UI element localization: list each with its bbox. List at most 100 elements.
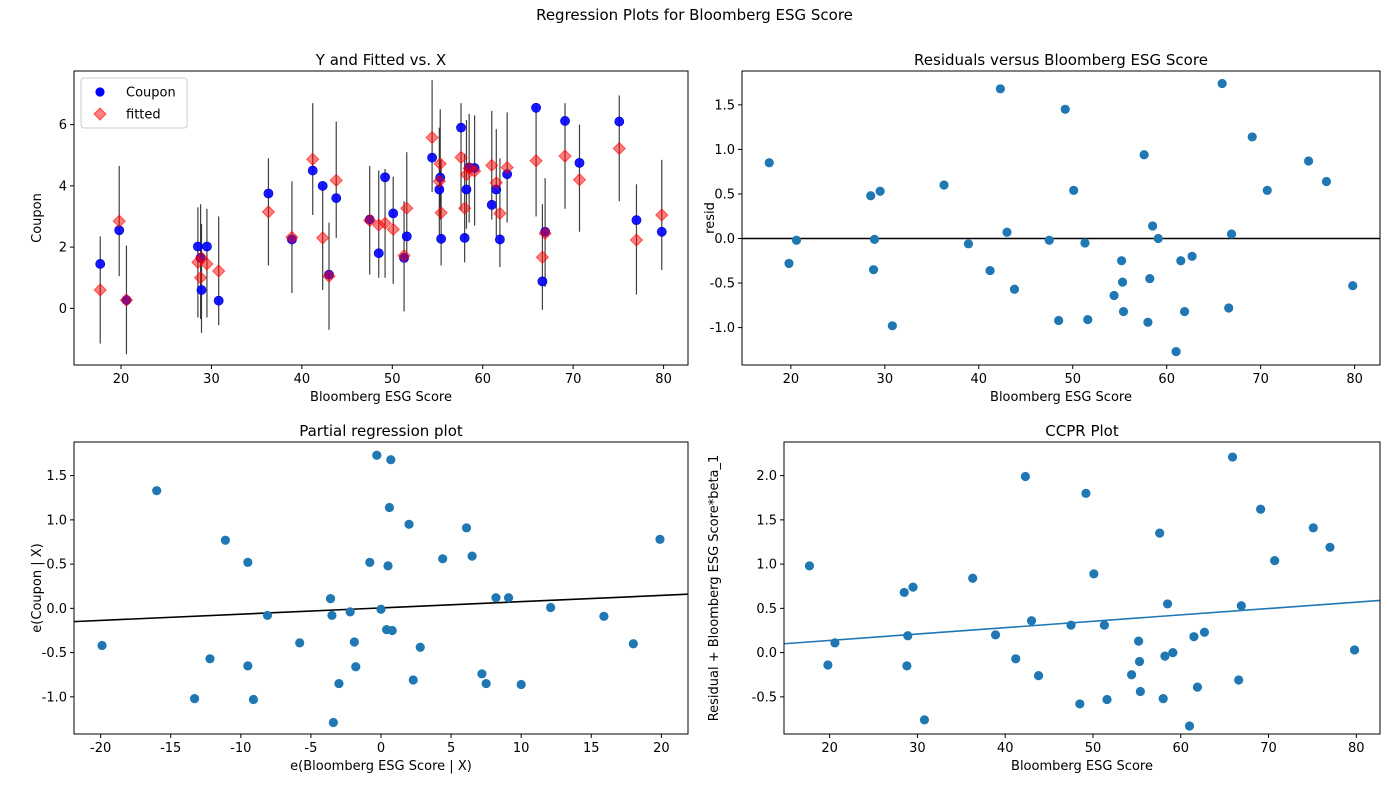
coupon-point bbox=[614, 116, 625, 127]
residual-point bbox=[1226, 229, 1237, 239]
x-tick-label: 60 bbox=[1172, 741, 1189, 756]
x-tick-label: 10 bbox=[513, 741, 530, 756]
residual-point bbox=[1080, 238, 1090, 248]
partial-point bbox=[384, 502, 395, 513]
residual-point bbox=[1118, 306, 1129, 317]
coupon-point bbox=[213, 295, 224, 306]
coupon-point bbox=[317, 180, 328, 191]
residual-point bbox=[1247, 132, 1257, 142]
partial-point bbox=[481, 678, 491, 689]
ccpr-point bbox=[1189, 632, 1199, 642]
axes-frame bbox=[741, 70, 1381, 366]
x-tick-label: 60 bbox=[1158, 372, 1175, 387]
partial-point bbox=[351, 662, 361, 672]
x-tick-label: 0 bbox=[377, 741, 385, 756]
partial-point bbox=[376, 604, 386, 614]
legend-coupon-marker bbox=[95, 87, 105, 97]
partial-point bbox=[477, 669, 487, 679]
fitted-point bbox=[655, 208, 669, 222]
partial-point bbox=[491, 593, 501, 603]
partial-point bbox=[461, 523, 472, 533]
ccpr-point bbox=[1162, 599, 1173, 609]
y-tick-label: 1.0 bbox=[46, 513, 67, 528]
y-tick-label: 1.0 bbox=[756, 558, 777, 573]
y-axis-label: resid bbox=[703, 202, 718, 234]
y-tick-label: 1.5 bbox=[46, 469, 67, 484]
ccpr-point bbox=[1160, 651, 1170, 661]
residual-point bbox=[985, 265, 995, 276]
coupon-point bbox=[461, 184, 472, 195]
ccpr-point bbox=[902, 661, 912, 671]
fitted-point bbox=[558, 149, 572, 163]
coupon-point bbox=[486, 199, 497, 210]
residual-point bbox=[868, 265, 879, 275]
coupon-point bbox=[427, 152, 437, 163]
ccpr-point bbox=[1155, 528, 1165, 538]
partial-point bbox=[628, 639, 638, 649]
y-tick-label: -0.5 bbox=[42, 646, 67, 661]
fitted-point bbox=[112, 214, 126, 228]
residual-point bbox=[1176, 256, 1186, 266]
ccpr-point bbox=[1135, 686, 1145, 697]
residual-point bbox=[1348, 281, 1358, 291]
residual-point bbox=[875, 186, 885, 196]
x-axis-label: Bloomberg ESG Score bbox=[1011, 759, 1153, 774]
x-tick-label: 80 bbox=[1348, 741, 1365, 756]
legend: Coupon fitted bbox=[80, 77, 188, 129]
ccpr-point bbox=[1349, 645, 1360, 655]
fitted-point bbox=[119, 293, 134, 307]
legend-fitted-label: fitted bbox=[126, 108, 161, 123]
fitted-point bbox=[489, 176, 504, 190]
plot-area bbox=[93, 80, 669, 355]
legend-box bbox=[80, 77, 188, 129]
coupon-point bbox=[373, 248, 384, 259]
partial-point bbox=[328, 717, 338, 728]
fitted-point bbox=[485, 158, 499, 173]
fitted-point bbox=[315, 231, 330, 245]
fitted-point bbox=[612, 141, 626, 156]
fitted-point bbox=[535, 250, 550, 264]
panel-ccpr: 20 30 40 50 60 70 80 -0.5 0.0 0.5 1.0 1.5 2.0 CCPR Pl… bbox=[707, 422, 1381, 774]
ccpr-point bbox=[823, 660, 833, 670]
fitted-point bbox=[572, 173, 587, 187]
partial-point bbox=[467, 551, 477, 561]
panel-residuals: 20 30 40 50 60 70 80 -1.0 -0.5 0.0 0.5 1.0 1.5 Residu… bbox=[703, 51, 1381, 405]
coupon-point bbox=[574, 157, 585, 168]
y-tick-label: 1.5 bbox=[756, 513, 777, 528]
coupon-point bbox=[380, 172, 390, 183]
x-tick-label: 80 bbox=[655, 372, 672, 387]
partial-point bbox=[248, 694, 259, 705]
y-tick-label: 4 bbox=[59, 179, 67, 194]
x-tick-label: 50 bbox=[1064, 372, 1081, 387]
x-tick-label: -5 bbox=[304, 741, 317, 756]
residual-point bbox=[1148, 221, 1158, 231]
x-tick-label: -20 bbox=[90, 741, 111, 756]
partial-point bbox=[243, 661, 253, 671]
ccpr-point bbox=[968, 573, 978, 583]
partial-point bbox=[655, 534, 665, 544]
residual-point bbox=[1002, 227, 1012, 237]
fitted-point bbox=[467, 164, 482, 178]
partial-point bbox=[220, 535, 230, 545]
x-tick-label: 60 bbox=[474, 372, 491, 387]
fitted-point bbox=[400, 201, 414, 215]
partial-point bbox=[243, 557, 253, 567]
fitted-point bbox=[538, 226, 552, 241]
coupon-point bbox=[560, 116, 570, 126]
residual-point bbox=[866, 191, 876, 201]
residual-point bbox=[1321, 176, 1332, 187]
ccpr-point bbox=[908, 582, 918, 592]
y-tick-label: 0.0 bbox=[46, 602, 67, 617]
axes-frame bbox=[73, 70, 689, 366]
coupon-point bbox=[459, 233, 470, 243]
partial-point bbox=[438, 554, 448, 564]
y-tick-label: 0 bbox=[59, 302, 67, 317]
axes-frame bbox=[73, 441, 689, 735]
residual-point bbox=[1153, 233, 1163, 244]
fitted-point bbox=[322, 269, 336, 283]
residual-point bbox=[887, 321, 897, 331]
x-tick-label: 80 bbox=[1346, 372, 1363, 387]
partial-point bbox=[386, 455, 396, 465]
residual-point bbox=[764, 158, 774, 168]
ccpr-point bbox=[1102, 694, 1112, 705]
